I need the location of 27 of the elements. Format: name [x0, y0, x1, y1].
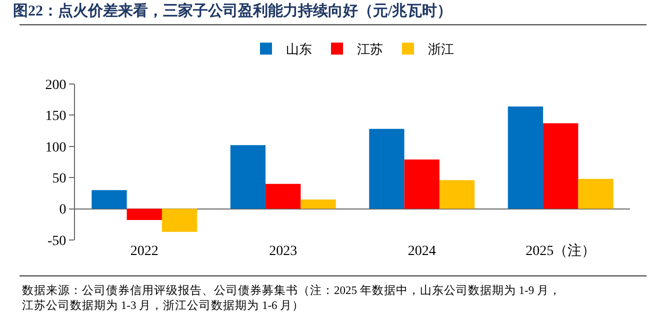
x-tick-label: 2023 — [269, 244, 298, 259]
bar — [578, 178, 614, 209]
bar — [369, 128, 404, 209]
bar — [162, 208, 198, 232]
y-tick-label: -50 — [48, 234, 66, 249]
bar — [439, 180, 475, 209]
bar — [266, 184, 301, 209]
x-tick-label: 2024 — [408, 244, 436, 259]
y-tick-label: 100 — [45, 140, 66, 156]
bar — [126, 208, 162, 220]
bar — [508, 106, 544, 209]
y-tick-label: 150 — [45, 109, 66, 124]
legend-label: 江苏 — [357, 42, 383, 57]
y-tick-label: 0 — [59, 202, 66, 218]
legend-label: 浙江 — [428, 42, 454, 57]
x-tick-label: 2025（注） — [526, 243, 596, 259]
bar — [92, 190, 127, 209]
chart-title: 图22：点火价差来看，三家子公司盈利能力持续向好（元/兆瓦时） — [13, 1, 452, 20]
bar — [404, 160, 440, 209]
source-note: 数据来源：公司债券信用评级报告、公司债券募集书（注：2025 年数据中，山东公司数据期为 1-9 月，江苏公司数据期为 1-3 月，浙江公司数据期为 1-6 月） — [22, 283, 561, 312]
bar — [543, 123, 578, 209]
y-tick-label: 50 — [52, 172, 66, 186]
y-tick-label: 200 — [45, 78, 66, 93]
legend-label: 山东 — [286, 42, 312, 57]
x-tick-label: 2022 — [130, 244, 158, 259]
bar — [300, 199, 336, 209]
bar — [230, 145, 266, 209]
